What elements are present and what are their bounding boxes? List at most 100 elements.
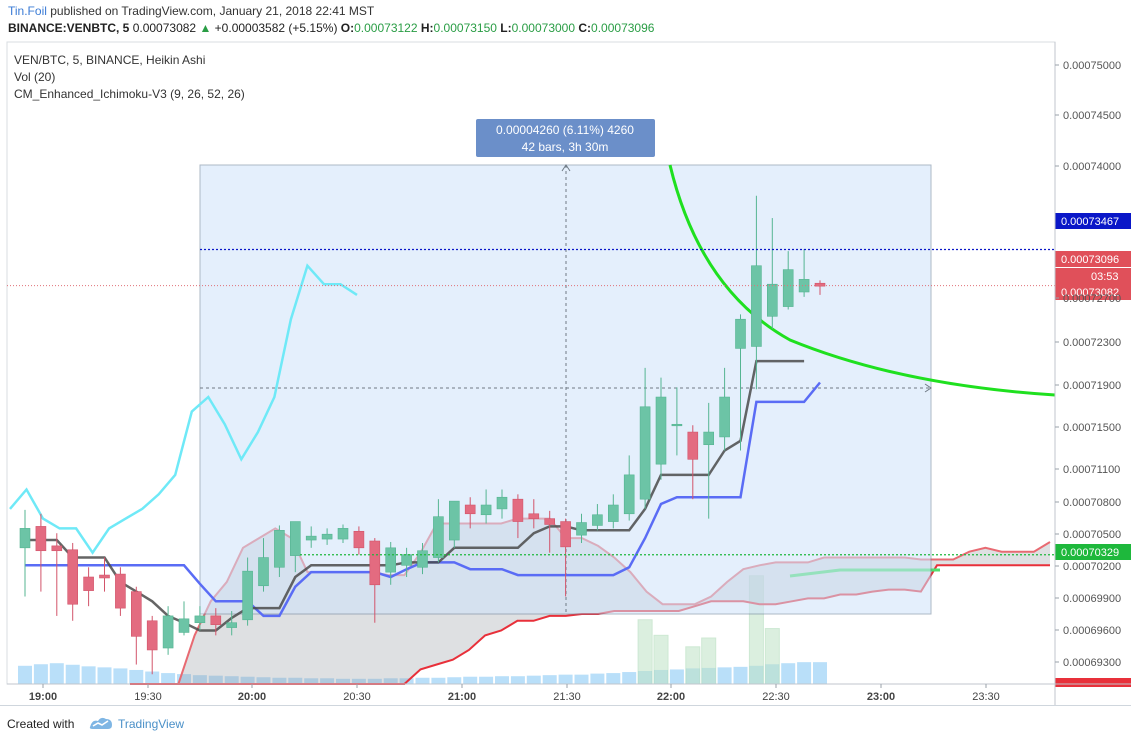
candle-body [258,557,269,587]
volume-bar-highlight [637,619,653,685]
candle-body [99,574,110,579]
candle-body [115,573,126,609]
measure-label-box [476,119,655,157]
volume-bar [463,676,478,684]
change-arrow-icon: ▲ [199,21,212,35]
price-badge [1055,213,1131,229]
candle-body [703,431,715,446]
time-tick-label: 19:00 [29,691,57,703]
candle-up [194,606,206,631]
close-value: 0.00073096 [591,21,655,35]
volume-bar [351,678,366,684]
candle-body [751,265,762,347]
high-label: H: [420,21,434,35]
low-value: 0.00073000 [511,21,576,35]
legend-ichimoku[interactable]: CM_Enhanced_Ichimoku-V3 (9, 26, 52, 26) [14,87,245,101]
candle-body [51,545,63,552]
open-label: O: [340,21,355,35]
candle-down [51,533,63,616]
volume-bar [797,662,812,684]
candle-up [719,367,730,451]
candle-down [528,499,540,529]
candle-body [226,622,237,628]
candle-body [210,615,222,625]
candle-body [385,547,397,573]
candle-body [448,500,460,541]
volume-bar [574,674,589,684]
candle-body [417,550,428,568]
volume-bar [622,672,637,684]
chart-header: Tin.Foil published on TradingView.com, J… [0,0,1131,42]
candle-body [544,518,556,525]
volume-bar [383,678,398,684]
legend-volume[interactable]: Vol (20) [14,70,56,84]
footer: Created with TradingView [0,705,1131,742]
candle-body [814,282,826,287]
candles [19,195,826,675]
volume-bar [367,678,382,684]
volume-bar [606,673,621,684]
symbol-text: BINANCE:VENBTC, 5 [8,21,130,35]
volume-bar [526,675,541,684]
created-with-text: Created with [7,717,75,731]
candle-body [639,406,651,500]
candle-body [83,576,94,591]
price-badge-label: 0.00073082 [1061,287,1119,299]
candle-up [480,489,492,524]
price-tick-label: 0.00074000 [1063,161,1121,173]
candle-down [115,567,126,616]
candle-up [751,195,762,390]
volume-bar [320,678,335,684]
volume-bar [431,677,446,684]
volume-bar [813,662,827,684]
candle-down [353,526,365,555]
candle-up [576,513,587,543]
candle-up [703,402,715,519]
candle-up [258,538,269,592]
candle-body [353,530,365,549]
candle-up [417,542,428,575]
price-badge [1055,284,1131,300]
volume-bar [113,668,128,684]
volume-bar [288,677,303,684]
candle-down [544,510,556,553]
candle-up [274,525,285,577]
price-badge-label: 0.00073467 [1061,216,1119,228]
volume-bar [447,677,462,684]
price-tick-label: 0.00069600 [1063,625,1121,637]
candle-body [687,431,699,460]
time-tick-label: 20:00 [238,691,266,703]
time-tick-label: 20:30 [343,691,371,703]
candle-up [607,494,619,529]
tradingview-brand-link[interactable]: TradingView [118,717,185,731]
publish-line: Tin.Foil published on TradingView.com, J… [8,4,374,19]
candle-down [464,497,476,529]
candle-body [560,521,571,548]
author-link[interactable]: Tin.Foil [8,4,47,18]
candle-up [782,251,794,310]
measure-label-line1: 0.00004260 (6.11%) 4260 [496,123,634,137]
volume-bar [129,669,144,684]
low-label: L: [500,21,512,35]
volume-bar [717,667,732,684]
price-tick-label: 0.00071100 [1063,464,1120,476]
published-text: published on TradingView.com, January 21… [50,4,375,18]
candle-body [735,318,746,349]
tradingview-logo-icon [89,717,112,729]
candle-up [385,541,397,585]
legend-symbol[interactable]: VEN/BTC, 5, BINANCE, Heikin Ashi [14,53,206,67]
price-tick-label: 0.00070200 [1063,561,1121,573]
candle-up [623,455,635,521]
candle-body [67,549,78,605]
candle-up [337,524,349,543]
candle-up [178,601,190,636]
volume-bar [479,676,494,684]
candle-body [162,615,174,649]
candle-up [19,509,31,597]
volume-layer [18,575,827,685]
volume-bar [65,664,80,684]
time-tick-label: 21:30 [553,691,581,703]
candle-body [178,618,190,633]
candle-body [592,514,603,526]
